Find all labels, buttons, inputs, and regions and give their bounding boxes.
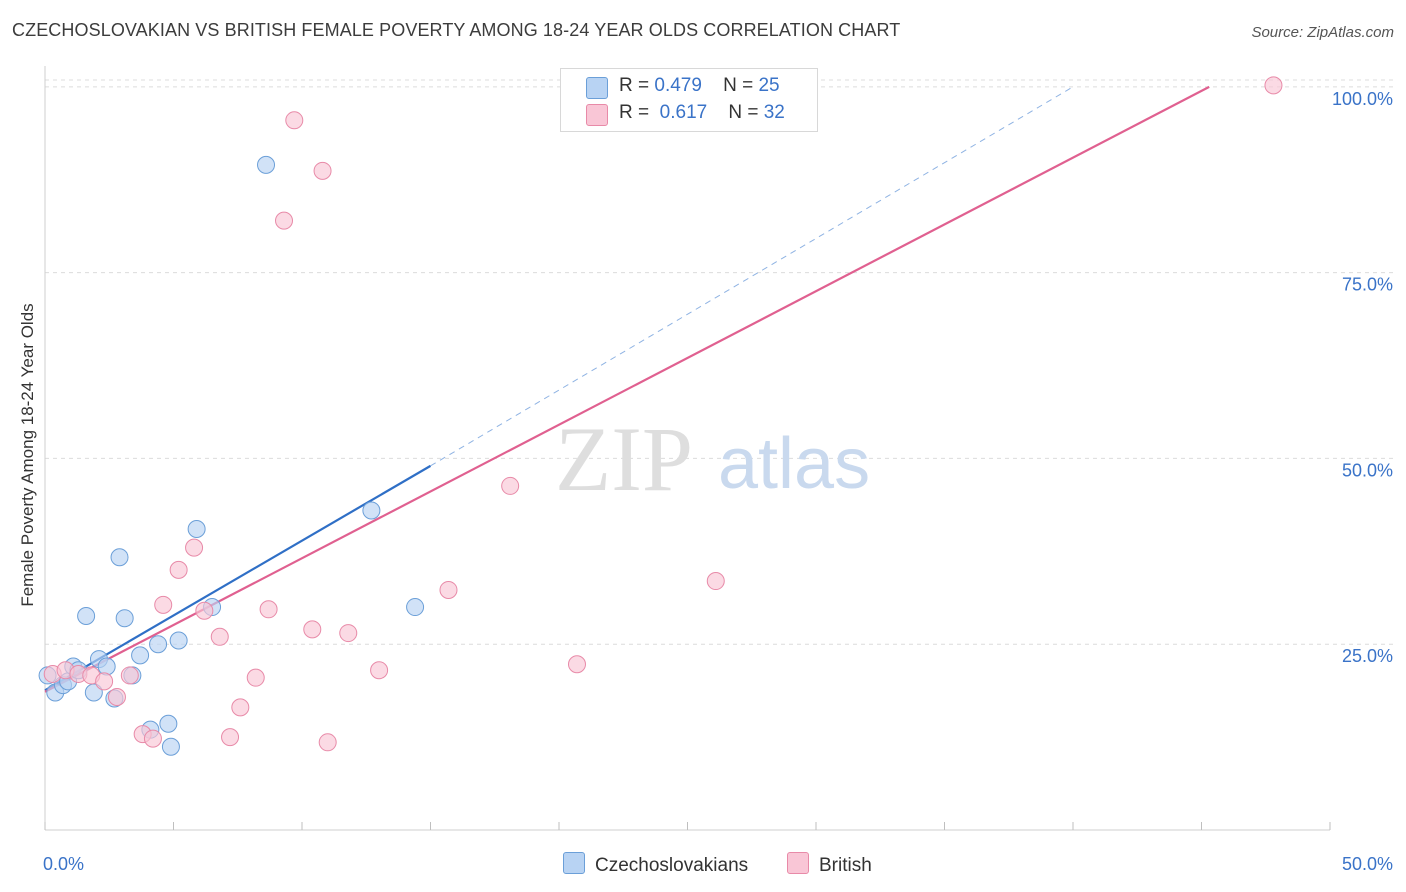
y-tick-label-1: 50.0% bbox=[1342, 460, 1393, 480]
point-british-13 bbox=[210, 627, 229, 646]
czech-swatch bbox=[586, 77, 608, 99]
point-czech-14 bbox=[131, 646, 150, 665]
point-czech-18 bbox=[161, 737, 180, 756]
point-czech-9 bbox=[97, 657, 116, 676]
tick-labels: 25.0% 50.0% 75.0% 100.0% 0.0% 50.0% bbox=[43, 89, 1393, 874]
legend-item-czech[interactable]: Czechoslovakians bbox=[563, 852, 748, 877]
point-british-6 bbox=[120, 666, 139, 685]
czech-n-value: 25 bbox=[758, 75, 780, 96]
series-legend: Czechoslovakians British bbox=[0, 852, 1406, 878]
point-british-15 bbox=[231, 698, 250, 717]
czech-r-value: 0.479 bbox=[654, 75, 702, 96]
point-czech-20 bbox=[187, 520, 206, 539]
gridlines bbox=[45, 79, 1395, 645]
point-british-17 bbox=[259, 600, 278, 619]
chart-title: CZECHOSLOVAKIAN VS BRITISH FEMALE POVERT… bbox=[12, 20, 901, 40]
correlation-legend: R = 0.479 N = 25 R = 0.617 N = 32 bbox=[560, 68, 818, 132]
point-czech-19 bbox=[169, 631, 188, 650]
point-british-5 bbox=[107, 687, 126, 706]
source-label: Source: ZipAtlas.com bbox=[1251, 24, 1394, 41]
point-british-10 bbox=[169, 560, 188, 579]
czech-stats: R = 0.479 N = 25 bbox=[619, 75, 780, 96]
point-british-18 bbox=[275, 211, 294, 230]
british-swatch bbox=[586, 104, 608, 126]
point-british-12 bbox=[195, 601, 214, 620]
point-british-21 bbox=[313, 161, 332, 180]
legend-item-british[interactable]: British bbox=[787, 852, 872, 877]
y-tick-label-2: 75.0% bbox=[1342, 275, 1393, 295]
watermark-atlas: atlas bbox=[718, 424, 870, 504]
point-british-24 bbox=[370, 661, 389, 680]
legend-swatch-czech bbox=[563, 852, 585, 874]
trend-extension-czech bbox=[430, 86, 1074, 467]
point-czech-11 bbox=[110, 548, 129, 567]
point-british-25 bbox=[439, 580, 458, 599]
point-british-8 bbox=[143, 729, 162, 748]
y-tick-label-0: 25.0% bbox=[1342, 646, 1393, 666]
y-tick-label-3: 100.0% bbox=[1332, 89, 1393, 109]
point-czech-22 bbox=[257, 155, 276, 174]
watermark-zip: ZIP bbox=[555, 408, 693, 510]
point-british-9 bbox=[154, 595, 173, 614]
data-points bbox=[38, 76, 1283, 756]
point-czech-6 bbox=[77, 606, 96, 625]
trend-line-british bbox=[44, 85, 1210, 693]
point-british-4 bbox=[95, 672, 114, 691]
point-british-23 bbox=[339, 624, 358, 643]
point-czech-16 bbox=[149, 635, 168, 654]
point-british-26 bbox=[501, 476, 520, 495]
point-british-31 bbox=[1264, 76, 1283, 95]
legend-swatch-british bbox=[787, 852, 809, 874]
point-british-22 bbox=[318, 733, 337, 752]
point-british-20 bbox=[303, 620, 322, 639]
british-stats: R = 0.617 N = 32 bbox=[619, 102, 785, 123]
point-british-27 bbox=[567, 655, 586, 674]
point-czech-23 bbox=[362, 501, 381, 520]
legend-label-british: British bbox=[819, 855, 872, 876]
watermark: ZIP atlas bbox=[555, 408, 870, 510]
point-british-11 bbox=[185, 538, 204, 557]
british-n-value: 32 bbox=[763, 102, 785, 123]
point-british-14 bbox=[221, 728, 240, 747]
x-tick-label-0: 0.0% bbox=[43, 854, 84, 874]
point-czech-24 bbox=[406, 598, 425, 617]
point-czech-12 bbox=[115, 609, 134, 628]
british-r-value: 0.617 bbox=[659, 102, 708, 123]
point-british-19 bbox=[285, 111, 304, 130]
point-british-29 bbox=[706, 572, 725, 591]
x-tick-label-1: 50.0% bbox=[1342, 854, 1393, 874]
point-british-16 bbox=[246, 668, 265, 687]
trend-lines bbox=[44, 85, 1210, 693]
axes bbox=[44, 66, 1331, 831]
legend-label-czech: Czechoslovakians bbox=[595, 855, 749, 876]
point-czech-17 bbox=[159, 714, 178, 733]
